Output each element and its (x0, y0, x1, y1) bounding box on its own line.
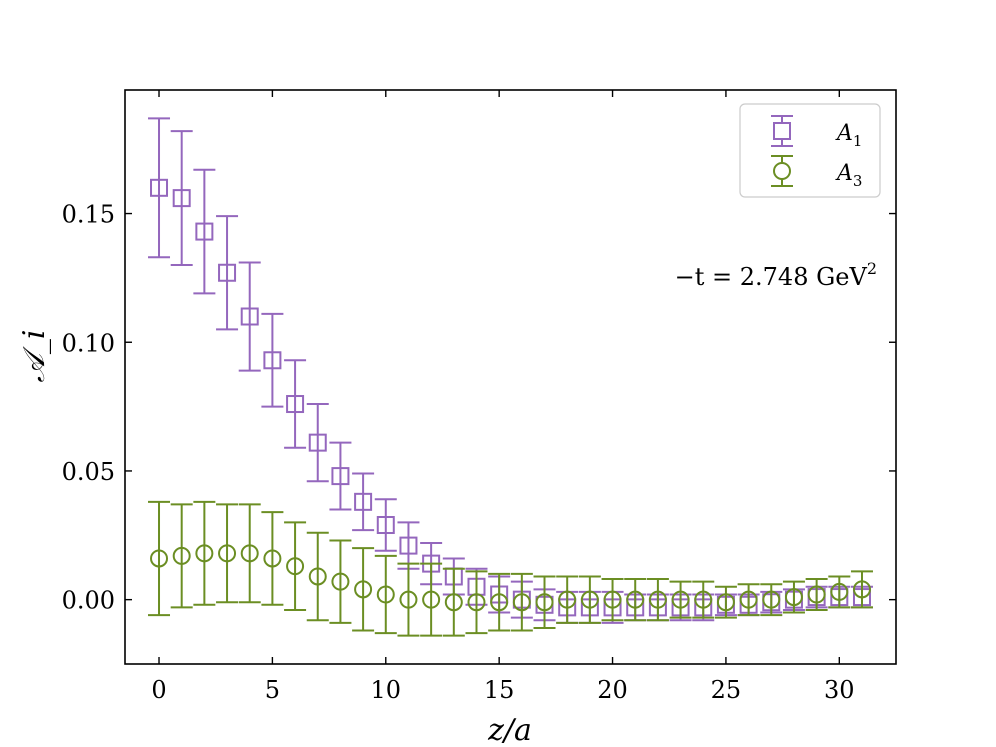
data-point (263, 351, 282, 370)
y-tick-label: 0.00 (62, 587, 115, 615)
data-point (150, 178, 169, 197)
data-point (535, 593, 554, 612)
data-point (195, 222, 214, 241)
legend-entry-a1 (771, 115, 793, 147)
data-point (195, 544, 214, 563)
legend-entry-a3 (771, 155, 793, 187)
data-point (399, 536, 418, 555)
legend-label-a1: A1 (835, 121, 862, 150)
data-point (376, 516, 395, 535)
series-layer (148, 117, 873, 637)
data-point (172, 546, 191, 565)
data-point (286, 395, 305, 414)
data-point (308, 567, 327, 586)
y-tick-label: 0.15 (62, 201, 115, 229)
data-point (830, 582, 849, 601)
x-axis-label: z/a (487, 713, 532, 747)
data-point (648, 590, 667, 609)
data-point (422, 590, 441, 609)
data-point (580, 590, 599, 609)
y-tick-label: 0.05 (62, 458, 115, 486)
data-point (150, 549, 169, 568)
x-tick-label: 0 (151, 676, 166, 704)
data-point (512, 593, 531, 612)
legend-marker (773, 122, 791, 140)
x-tick-label: 10 (371, 676, 402, 704)
axes-layer: 0 5 10 15 20 25 30 0.00 0.05 0.10 0.15 (62, 89, 897, 704)
data-point (784, 588, 803, 607)
data-point (354, 492, 373, 511)
data-point (218, 263, 237, 282)
plot-frame (124, 89, 897, 665)
data-point (399, 590, 418, 609)
data-point (671, 590, 690, 609)
data-point (331, 572, 350, 591)
legend-marker (773, 162, 791, 180)
data-point (376, 585, 395, 604)
y-axis-label: 𝒜_i (17, 330, 52, 383)
x-tick-label: 20 (597, 676, 628, 704)
data-point (308, 433, 327, 452)
data-point (490, 593, 509, 612)
data-point (626, 590, 645, 609)
data-point (739, 590, 758, 609)
data-point (263, 549, 282, 568)
data-point (172, 189, 191, 208)
data-point (762, 590, 781, 609)
data-point (694, 590, 713, 609)
data-point (603, 590, 622, 609)
data-point (807, 585, 826, 604)
data-point (444, 593, 463, 612)
x-tick-label: 25 (711, 676, 742, 704)
data-point (716, 593, 735, 612)
data-point (467, 593, 486, 612)
x-tick-label: 30 (824, 676, 855, 704)
data-point (240, 544, 259, 563)
data-point (558, 590, 577, 609)
annotation: −t = 2.748 GeV2 (675, 259, 877, 291)
series-a3 (148, 500, 873, 637)
legend: A1 A3 (739, 103, 881, 198)
y-tick-label: 0.10 (62, 329, 115, 357)
data-point (286, 557, 305, 576)
data-point (354, 580, 373, 599)
data-point (852, 580, 871, 599)
legend-label-a3: A3 (835, 161, 862, 190)
x-tick-label: 15 (484, 676, 515, 704)
data-point (218, 544, 237, 563)
data-point (331, 467, 350, 486)
data-point (240, 307, 259, 326)
x-tick-label: 5 (265, 676, 280, 704)
